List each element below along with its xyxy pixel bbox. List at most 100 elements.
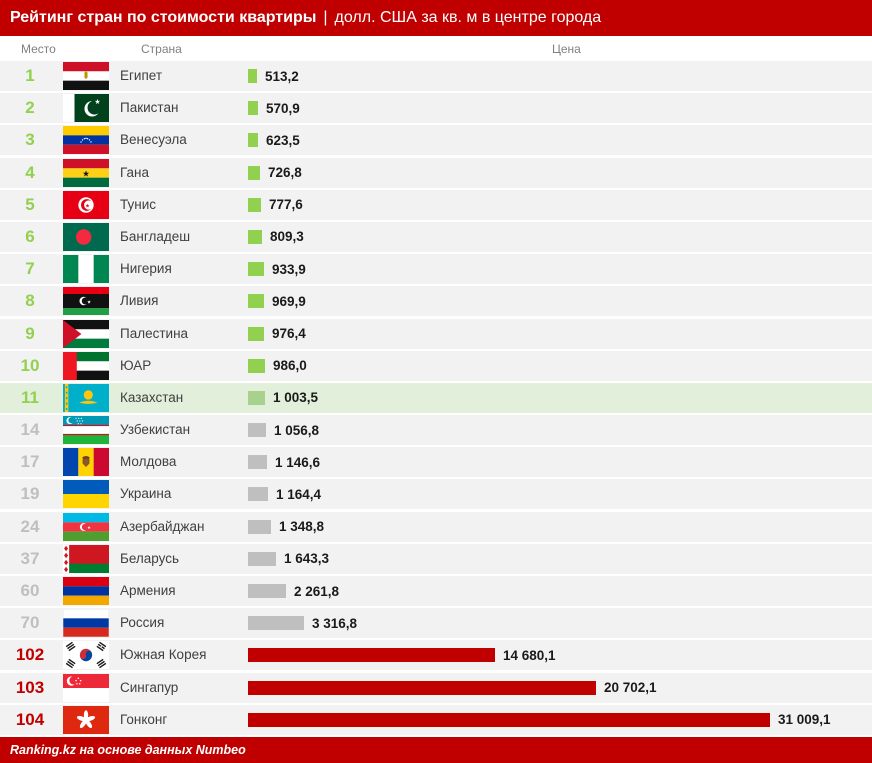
country-name: Южная Корея [120, 647, 207, 663]
rank-number: 17 [20, 452, 40, 472]
price-bar-group: 513,2 [248, 61, 299, 91]
country-name: Азербайджан [120, 518, 205, 534]
price-bar [248, 648, 495, 663]
country-row: 60 Армения 2 261,8 [0, 576, 872, 606]
country-row: 2 ★ Пакистан 570,9 [0, 93, 872, 124]
rank-number: 24 [20, 516, 40, 536]
country-row: 7 Нигерия 933,9 [0, 254, 872, 285]
price-bar [248, 69, 257, 83]
title-bar: Рейтинг стран по стоимости квартиры | до… [0, 0, 872, 36]
flag-egypt-icon [63, 62, 109, 90]
price-bar [248, 551, 276, 566]
flag-singapore-icon [63, 673, 109, 702]
price-value: 513,2 [265, 68, 299, 84]
flag-south_korea-icon [63, 641, 109, 670]
price-bar-group: 726,8 [248, 158, 302, 188]
flag-pakistan-icon: ★ [63, 94, 109, 123]
rank-number: 14 [20, 420, 40, 440]
country-name: ЮАР [120, 357, 152, 373]
price-bar [248, 455, 267, 470]
price-bar [248, 519, 271, 534]
flag-ukraine-icon [63, 480, 109, 509]
country-row: 19 Украина 1 164,4 [0, 479, 872, 510]
country-name: Нигерия [120, 261, 172, 277]
price-value: 1 348,8 [279, 519, 325, 535]
price-value: 1 146,6 [275, 454, 321, 470]
country-row: 4 ★ Гана 726,8 [0, 157, 872, 188]
flag-tunisia-icon: ★ [63, 190, 109, 219]
column-header-rank: Место [21, 42, 56, 56]
page-subtitle: долл. США за кв. м в центре города [334, 9, 602, 26]
country-row: 8 ★ Ливия 969,9 [0, 286, 872, 317]
flag-venezuela-icon [63, 126, 109, 155]
price-value: 20 702,1 [604, 680, 657, 696]
price-bar [248, 165, 260, 180]
country-name: Беларусь [120, 550, 180, 566]
country-name: Палестина [120, 325, 189, 341]
price-value: 623,5 [266, 132, 300, 148]
price-bar [248, 680, 596, 695]
flag-ghana-icon: ★ [63, 158, 109, 187]
price-bar [248, 423, 266, 438]
country-row: 14 Узбекистан 1 056,8 [0, 415, 872, 446]
price-value: 31 009,1 [778, 712, 831, 728]
price-bar-group: 777,6 [248, 190, 303, 220]
svg-text:★: ★ [87, 525, 91, 530]
price-bar-group: 31 009,1 [248, 705, 831, 735]
price-bar [248, 133, 258, 148]
price-value: 726,8 [268, 165, 302, 181]
column-header-price: Цена [552, 42, 581, 56]
price-bar-group: 1 348,8 [248, 512, 324, 542]
rank-number: 37 [20, 548, 40, 568]
rank-number: 19 [20, 484, 40, 504]
rank-number: 103 [15, 677, 45, 697]
flag-kazakhstan-icon [63, 383, 109, 412]
country-name: Бангладеш [120, 228, 191, 244]
price-value: 14 680,1 [503, 647, 556, 663]
flag-palestine-icon [63, 319, 109, 348]
svg-text:★: ★ [87, 300, 91, 305]
country-row: 1 Египет 513,2 [0, 61, 872, 91]
price-value: 969,9 [272, 293, 306, 309]
price-value: 1 003,5 [273, 390, 319, 406]
title-separator: | [323, 9, 328, 26]
price-value: 1 643,3 [284, 551, 330, 567]
price-value: 986,0 [273, 358, 307, 374]
price-bar-group: 976,4 [248, 319, 306, 349]
country-name: Гонконг [120, 711, 168, 727]
price-bar [248, 712, 770, 727]
price-bar [248, 229, 262, 244]
country-row: 17 Молдова 1 146,6 [0, 447, 872, 478]
price-bar-group: 986,0 [248, 351, 307, 381]
price-bar-group: 570,9 [248, 93, 300, 123]
flag-moldova-icon [63, 448, 109, 477]
rank-number: 6 [25, 226, 35, 246]
country-row: 9 Палестина 976,4 [0, 318, 872, 349]
rank-number: 3 [25, 130, 35, 150]
flag-bangladesh-icon [63, 222, 109, 251]
price-bar-group: 1 146,6 [248, 447, 320, 477]
country-row: 104 Гонконг 31 009,1 [0, 704, 872, 735]
country-name: Гана [120, 164, 150, 180]
flag-uae-icon [63, 351, 109, 380]
country-row: 10 ЮАР 986,0 [0, 350, 872, 381]
rank-number: 1 [25, 66, 35, 85]
country-name: Пакистан [120, 100, 179, 116]
rank-number: 10 [20, 355, 40, 375]
rank-number: 5 [25, 194, 35, 214]
country-row: 24 ★ Азербайджан 1 348,8 [0, 511, 872, 542]
flag-azerbaijan-icon: ★ [63, 512, 109, 541]
price-bar-group: 969,9 [248, 286, 306, 316]
flag-nigeria-icon [63, 255, 109, 284]
flag-hong_kong-icon [63, 705, 109, 734]
svg-text:★: ★ [94, 98, 100, 106]
country-row: 3 Венесуэла 623,5 [0, 125, 872, 156]
price-bar [248, 197, 261, 212]
country-name: Россия [120, 615, 165, 631]
price-bar-group: 14 680,1 [248, 640, 556, 670]
column-header-row: Место Страна Цена [0, 36, 872, 61]
rank-number: 104 [15, 709, 45, 729]
price-bar-group: 2 261,8 [248, 576, 339, 606]
price-bar-group: 809,3 [248, 222, 304, 252]
price-bar [248, 487, 268, 502]
